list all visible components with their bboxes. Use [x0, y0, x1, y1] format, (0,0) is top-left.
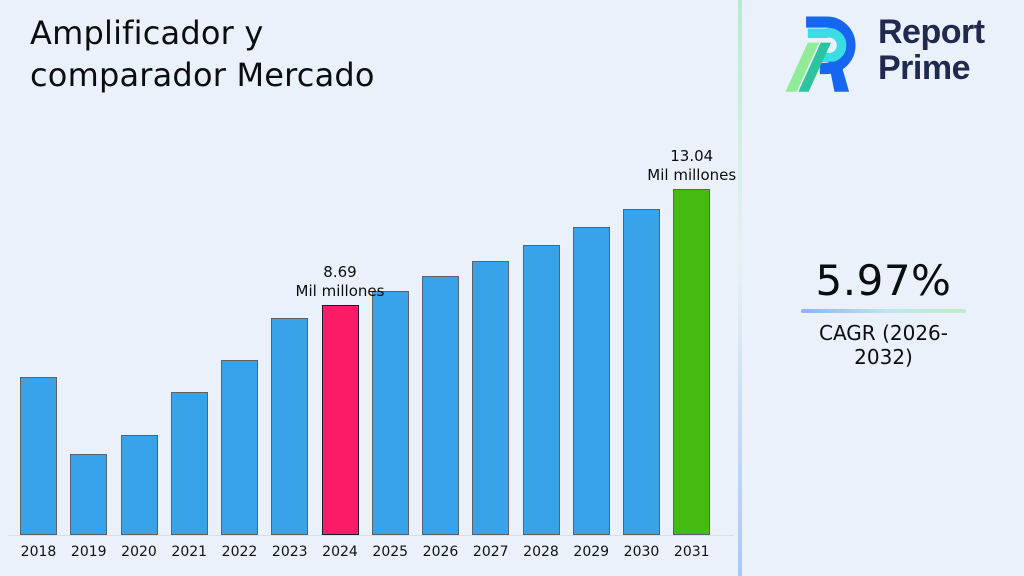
report-prime-logo-icon [785, 16, 856, 92]
year-label-2029: 2029 [573, 544, 610, 560]
year-label-2025: 2025 [372, 544, 409, 560]
logo-text-report: Report [878, 13, 985, 51]
annotation-2031: 13.04 Mil millones [647, 147, 737, 184]
year-label-2019: 2019 [70, 544, 107, 560]
year-label-2026: 2026 [422, 544, 459, 560]
bar-2030 [623, 209, 660, 535]
year-label-2031: 2031 [673, 544, 710, 560]
year-label-2023: 2023 [271, 544, 308, 560]
bar-2023 [271, 318, 309, 535]
year-label-2021: 2021 [171, 544, 208, 560]
cagr-value: 5.97% [815, 256, 952, 305]
x-axis-line [8, 535, 734, 536]
bar-2018 [20, 377, 57, 535]
bar-2029 [572, 227, 610, 535]
report-prime-logo: Report Prime [782, 8, 985, 98]
year-label-2018: 2018 [20, 544, 57, 560]
year-label-2030: 2030 [623, 544, 660, 560]
bar-2024 [321, 305, 359, 535]
bar-2026 [422, 276, 459, 535]
year-label-2022: 2022 [221, 544, 258, 560]
bar-2019 [70, 454, 108, 535]
bar-2020 [120, 435, 158, 535]
bar-2022 [221, 360, 258, 535]
bar-2021 [170, 392, 208, 535]
year-label-2028: 2028 [523, 544, 559, 560]
bar-2025 [371, 291, 409, 535]
annotation-2024: 8.69 Mil millones [295, 263, 385, 300]
cagr-panel: 5.97% CAGR (2026-2032) [801, 256, 966, 369]
bar-2028 [522, 245, 560, 535]
year-label-2020: 2020 [121, 544, 157, 560]
bar-chart: 2018 2019 2020 2021 2022 2023 2024 2025 2026 2027… [8, 147, 736, 560]
bar-2027 [472, 261, 510, 535]
page-title: Amplificador y comparador Mercado [30, 14, 375, 95]
year-label-2024: 2024 [322, 544, 358, 560]
cagr-underline [801, 309, 966, 313]
cagr-label: CAGR (2026-2032) [819, 321, 948, 369]
vertical-divider [738, 0, 742, 576]
logo-text-prime: Prime [878, 49, 970, 88]
year-label-2027: 2027 [472, 544, 509, 560]
bar-2031 [673, 189, 711, 535]
report-prime-logo-text: Report Prime [878, 14, 985, 87]
